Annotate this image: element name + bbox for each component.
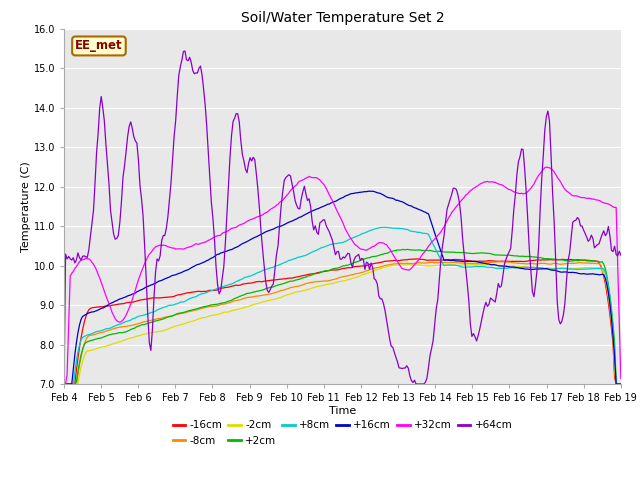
-8cm [617,381,625,387]
+64cm [617,252,625,258]
+64cm [305,196,313,202]
Text: EE_met: EE_met [75,39,123,52]
-16cm [588,258,595,264]
-2cm [244,303,252,309]
Line: +2cm: +2cm [64,250,621,384]
+16cm [254,233,262,239]
+16cm [60,381,68,387]
+8cm [254,270,262,276]
-8cm [244,294,252,300]
+64cm [246,155,254,160]
+32cm [543,164,550,170]
-8cm [129,322,136,328]
+2cm [129,326,136,332]
-8cm [588,261,595,266]
+8cm [129,316,136,322]
Line: -2cm: -2cm [64,264,621,384]
-2cm [588,264,595,270]
-8cm [496,259,504,264]
X-axis label: Time: Time [329,406,356,416]
Line: +16cm: +16cm [64,191,621,384]
Line: +8cm: +8cm [64,228,621,384]
+32cm [254,214,262,220]
Line: +32cm: +32cm [64,167,621,384]
+32cm [588,196,595,202]
Y-axis label: Temperature (C): Temperature (C) [20,161,31,252]
-16cm [617,381,625,387]
-2cm [617,381,625,387]
+2cm [588,258,595,264]
+16cm [369,188,376,194]
+16cm [226,247,234,252]
Line: -8cm: -8cm [64,262,621,384]
-8cm [303,280,311,286]
+2cm [403,247,411,252]
-16cm [414,256,422,262]
+2cm [226,298,234,304]
+64cm [228,133,236,139]
Title: Soil/Water Temperature Set 2: Soil/Water Temperature Set 2 [241,11,444,25]
-2cm [129,335,136,341]
+2cm [244,290,252,296]
+2cm [60,381,68,387]
+8cm [617,381,625,387]
+2cm [254,288,262,294]
+64cm [255,205,263,211]
-2cm [60,381,68,387]
+32cm [303,175,311,180]
+64cm [60,381,68,387]
+64cm [181,48,189,54]
-16cm [254,279,262,285]
-2cm [254,300,262,306]
+32cm [244,217,252,223]
+16cm [303,210,311,216]
-16cm [129,300,136,305]
Line: +64cm: +64cm [64,51,621,384]
-8cm [254,293,262,299]
+64cm [129,125,136,131]
-16cm [60,381,68,387]
-8cm [226,300,234,305]
-2cm [226,309,234,314]
+8cm [244,274,252,279]
-16cm [244,280,252,286]
+8cm [60,381,68,387]
Legend: -16cm, -8cm, -2cm, +2cm, +8cm, +16cm, +32cm, +64cm: -16cm, -8cm, -2cm, +2cm, +8cm, +16cm, +3… [168,416,516,450]
+8cm [226,281,234,287]
+2cm [617,381,625,387]
+2cm [303,273,311,279]
+64cm [588,232,595,238]
-8cm [60,381,68,387]
+32cm [617,375,625,381]
-2cm [471,262,479,267]
+16cm [244,238,252,244]
Line: -16cm: -16cm [64,259,621,384]
-16cm [226,284,234,289]
-16cm [303,272,311,277]
+32cm [129,297,136,302]
+16cm [588,271,595,277]
+16cm [617,381,625,387]
+8cm [303,252,311,257]
+8cm [381,225,389,230]
+32cm [226,227,234,232]
+8cm [588,266,595,272]
+32cm [60,381,68,387]
+16cm [129,291,136,297]
-2cm [303,287,311,292]
